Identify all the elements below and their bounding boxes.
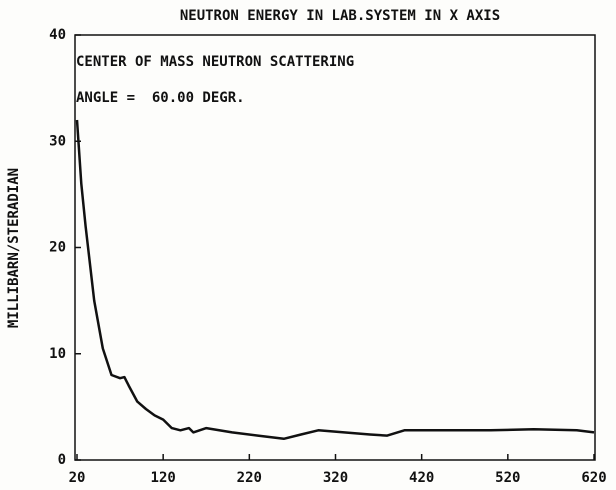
x-tick-label: 420	[409, 470, 434, 486]
y-axis-label: MILLIBARN/STERADIAN	[6, 168, 22, 328]
y-tick-label: 40	[49, 27, 66, 43]
y-tick-label: 30	[49, 133, 66, 149]
x-tick-label: 220	[237, 470, 262, 486]
annotation: CENTER OF MASS NEUTRON SCATTERING	[76, 54, 354, 70]
line-series	[75, 119, 595, 441]
y-tick-label: 0	[58, 452, 66, 468]
x-tick-label: 20	[69, 470, 86, 486]
x-tick-label: 120	[151, 470, 176, 486]
x-tick-label: 320	[323, 470, 348, 486]
x-tick-label: 620	[581, 470, 606, 486]
x-tick-label: 520	[495, 470, 520, 486]
y-tick-label: 20	[49, 240, 66, 256]
chart-title: NEUTRON ENERGY IN LAB.SYSTEM IN X AXIS	[180, 8, 500, 24]
annotation: ANGLE = 60.00 DEGR.	[76, 90, 245, 106]
y-tick-label: 10	[49, 346, 66, 362]
